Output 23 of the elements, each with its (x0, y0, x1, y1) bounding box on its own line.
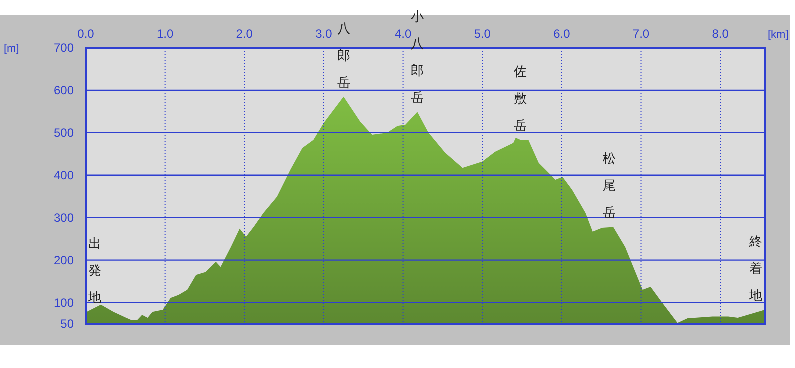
x-tick-label: 1.0 (156, 27, 174, 41)
y-axis-title: [m] (4, 43, 20, 55)
x-tick-label: 6.0 (554, 27, 571, 41)
y-tick-label: 600 (54, 83, 74, 98)
y-tick-label: 300 (54, 210, 74, 225)
x-tick-label: 7.0 (632, 27, 650, 41)
y-tick-label: 100 (54, 296, 74, 310)
x-tick-label: 4.0 (394, 27, 412, 41)
annotation: 松尾岳 (603, 152, 616, 222)
y-tick-label: 50 (60, 317, 74, 331)
x-axis-title: [km] (768, 29, 789, 41)
y-tick-label: 200 (54, 253, 74, 268)
x-tick-label: 5.0 (474, 27, 492, 41)
x-tick-label: 3.0 (316, 27, 333, 41)
y-tick-label: 500 (54, 126, 74, 140)
x-tick-label: 0.0 (78, 27, 95, 41)
annotation: 終着地 (748, 234, 762, 304)
x-tick-label: 2.0 (236, 27, 254, 41)
y-tick-label: 700 (54, 41, 74, 55)
annotation: 佐敷岳 (514, 65, 528, 134)
annotation: 八郎岳 (337, 22, 350, 91)
y-tick-label: 400 (54, 168, 74, 182)
x-tick-label: 8.0 (712, 27, 730, 41)
